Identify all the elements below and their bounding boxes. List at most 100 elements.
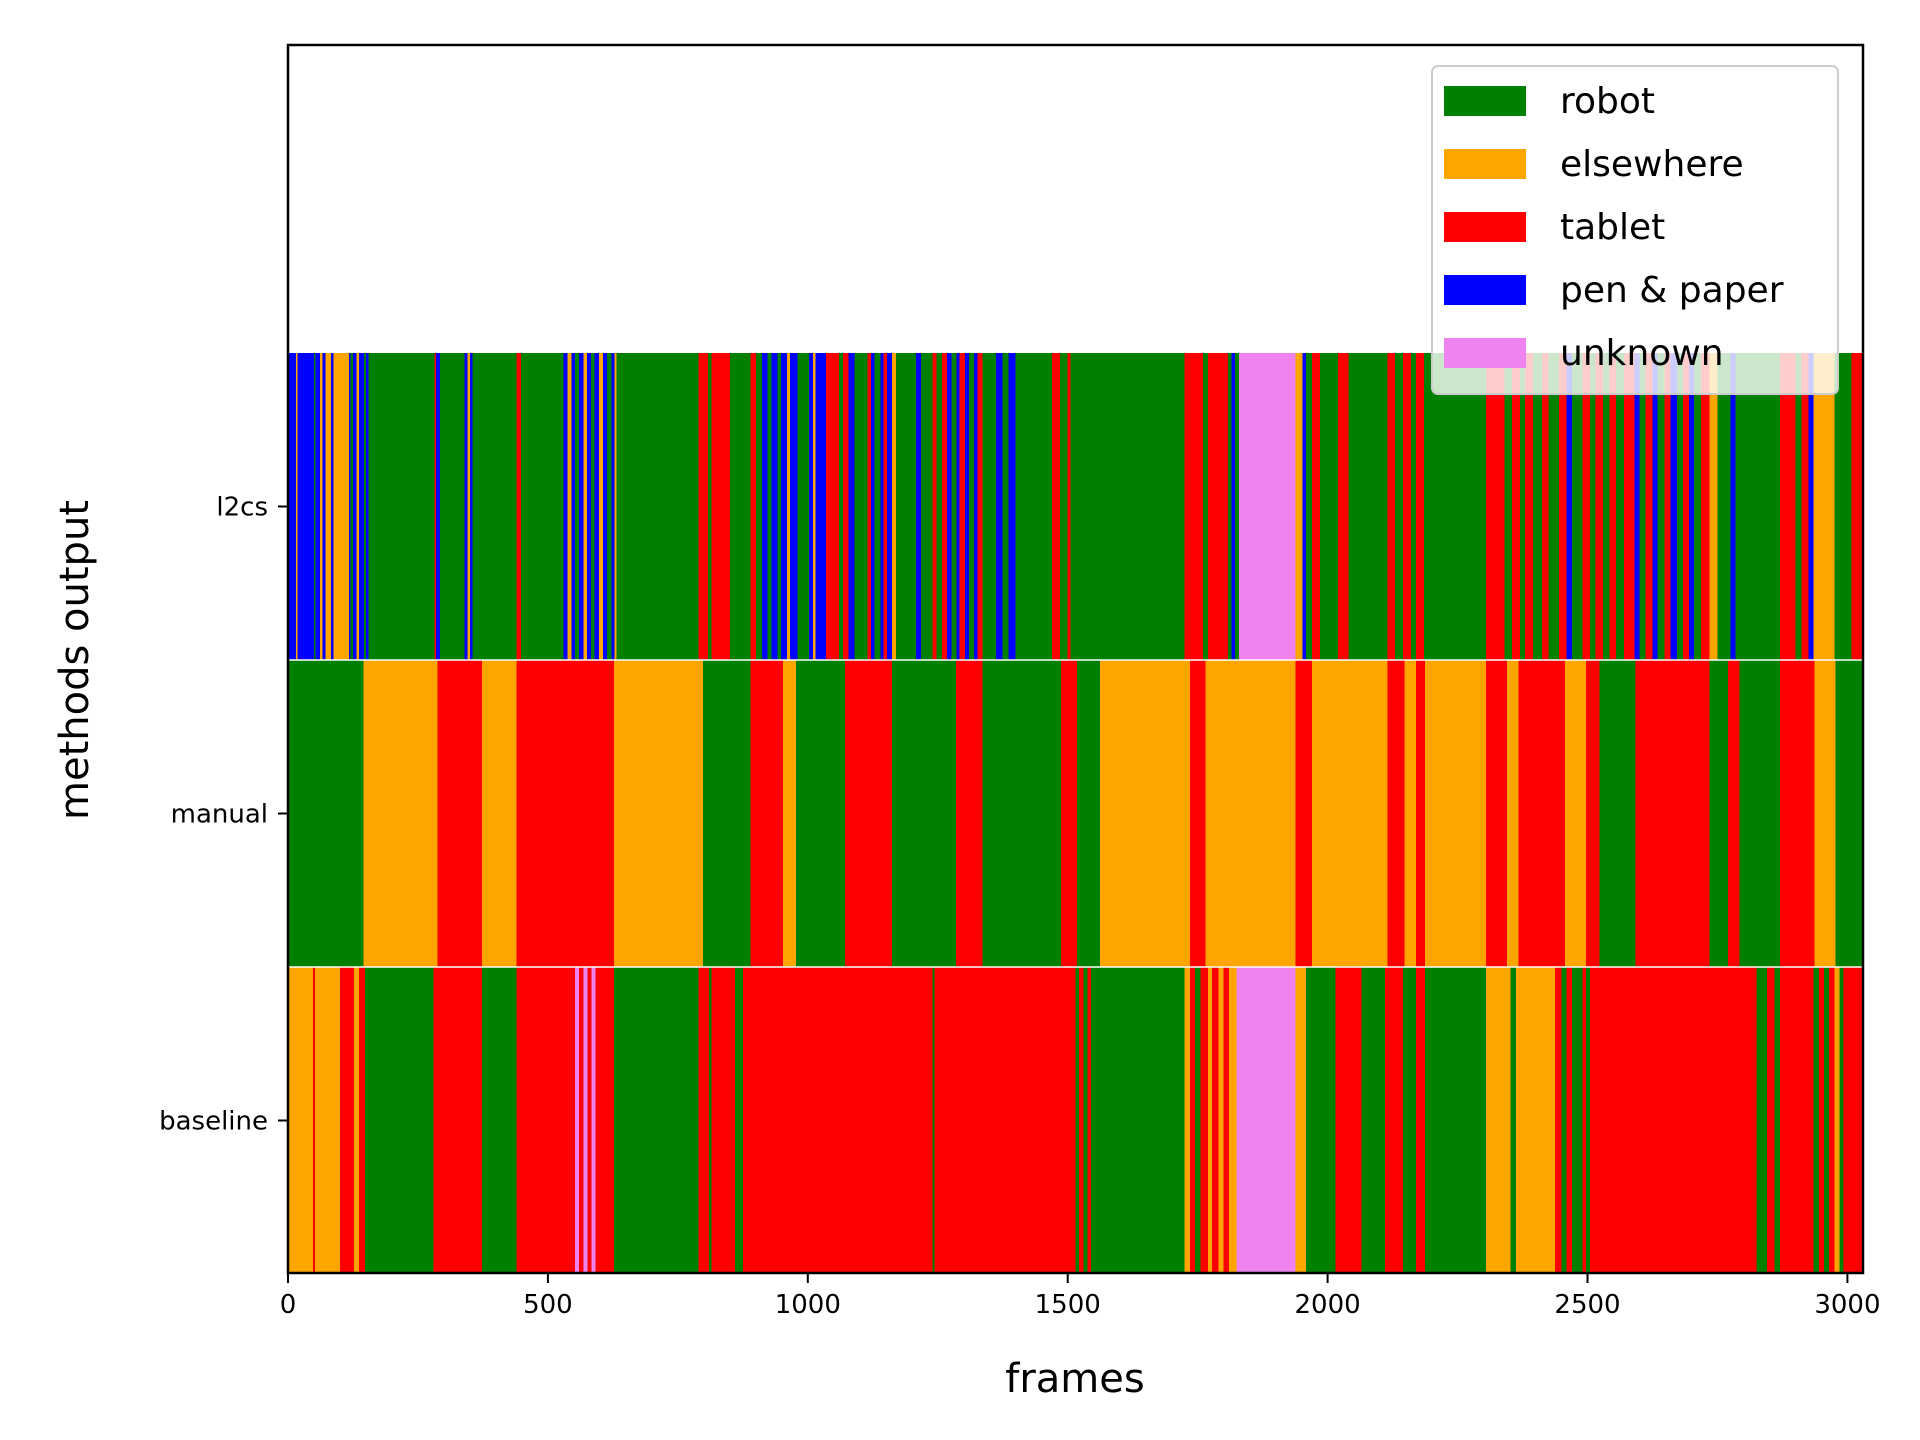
- segment-baseline-tablet: [1843, 967, 1863, 1274]
- plot-frame: [286, 43, 1865, 1275]
- segment-l2cs-pen_paper: [974, 353, 978, 660]
- segment-l2cs-robot: [607, 353, 612, 660]
- segment-baseline-robot: [1091, 967, 1185, 1274]
- segment-l2cs-robot: [797, 353, 809, 660]
- segment-l2cs-robot: [1834, 353, 1852, 660]
- segment-l2cs-pen_paper: [1566, 353, 1572, 660]
- segment-baseline-elsewhere: [1228, 967, 1237, 1274]
- x-tick-label: 500: [523, 1290, 573, 1320]
- segment-baseline-elsewhere: [1486, 967, 1511, 1274]
- segment-l2cs-tablet: [1700, 353, 1710, 660]
- segment-l2cs-robot: [368, 353, 435, 660]
- segment-l2cs-robot: [1590, 353, 1596, 660]
- y-tick-label-baseline: baseline: [159, 1107, 268, 1137]
- x-axis-label: frames: [1005, 1356, 1144, 1402]
- segment-l2cs-pen_paper: [1808, 353, 1814, 660]
- segment-l2cs-pen_paper: [594, 353, 599, 660]
- segment-baseline-robot: [1195, 967, 1201, 1274]
- segment-l2cs-elsewhere: [614, 353, 617, 660]
- y-axis-label: methods output: [52, 500, 98, 820]
- y-tick-label-l2cs: l2cs: [216, 493, 268, 523]
- segment-l2cs-tablet: [1801, 353, 1809, 660]
- segment-l2cs-pen_paper: [469, 353, 473, 660]
- segment-l2cs-pen_paper: [880, 353, 884, 660]
- legend-label-unknown: unknown: [1560, 333, 1724, 374]
- segment-l2cs-robot: [1603, 353, 1610, 660]
- segment-baseline-unknown: [1236, 967, 1242, 1274]
- segment-baseline-tablet: [1829, 967, 1835, 1274]
- segment-baseline-tablet: [359, 967, 365, 1274]
- segment-l2cs-robot: [755, 353, 763, 660]
- segment-l2cs-tablet: [1623, 353, 1635, 660]
- segment-baseline-tablet: [312, 967, 316, 1274]
- legend-label-pen_paper: pen & paper: [1560, 270, 1784, 311]
- segment-manual-tablet: [955, 660, 983, 967]
- segment-manual-elsewhere: [1424, 660, 1487, 967]
- legend-swatch-unknown: [1444, 338, 1526, 368]
- segment-l2cs-tablet: [1387, 353, 1396, 660]
- segment-l2cs-elsewhere: [333, 353, 349, 660]
- segment-baseline-elsewhere: [1295, 967, 1306, 1274]
- segment-l2cs-robot: [838, 353, 844, 660]
- segment-manual-elsewhere: [363, 660, 438, 967]
- segment-baseline-robot: [364, 967, 434, 1274]
- segment-manual-elsewhere: [1565, 660, 1586, 967]
- segment-l2cs-elsewhere: [813, 353, 816, 660]
- segment-l2cs-tablet: [434, 353, 437, 660]
- segment-baseline-elsewhere: [1208, 967, 1213, 1274]
- segment-manual-tablet: [1387, 660, 1405, 967]
- segment-l2cs-tablet: [959, 353, 965, 660]
- segment-l2cs-tablet: [711, 353, 730, 660]
- segment-l2cs-tablet: [1541, 353, 1549, 660]
- segment-l2cs-tablet: [1645, 353, 1653, 660]
- segment-l2cs-tablet: [1595, 353, 1604, 660]
- segment-manual-elsewhere: [1506, 660, 1519, 967]
- segment-baseline-unknown: [1241, 967, 1296, 1274]
- segment-l2cs-robot: [729, 353, 751, 660]
- segment-l2cs-tablet: [1851, 353, 1863, 660]
- segment-baseline-robot: [1083, 967, 1088, 1274]
- segment-l2cs-robot: [439, 353, 465, 660]
- segment-baseline-tablet: [1566, 967, 1572, 1274]
- segment-baseline-tablet: [1087, 967, 1092, 1274]
- segment-manual-robot: [892, 660, 956, 967]
- segment-manual-tablet: [1295, 660, 1313, 967]
- segment-l2cs-robot: [1395, 353, 1403, 660]
- segment-l2cs-tablet: [1415, 353, 1424, 660]
- segment-baseline-robot: [1424, 967, 1487, 1274]
- segment-manual-tablet: [845, 660, 893, 967]
- segment-baseline-robot: [709, 967, 712, 1274]
- segment-baseline-robot: [481, 967, 517, 1274]
- segment-manual-elsewhere: [782, 660, 796, 967]
- segment-manual-tablet: [1727, 660, 1740, 967]
- segment-l2cs-pen_paper: [1231, 353, 1236, 660]
- segment-manual-tablet: [1635, 660, 1710, 967]
- legend: robot elsewhere tablet pen & paper unknown: [1431, 65, 1839, 395]
- timeline-bands: [288, 353, 1863, 1274]
- legend-swatch-pen_paper: [1444, 275, 1526, 305]
- segment-l2cs-pen_paper: [848, 353, 855, 660]
- segment-l2cs-pen_paper: [322, 353, 326, 660]
- legend-swatch-robot: [1444, 86, 1526, 116]
- legend-swatch-tablet: [1444, 212, 1526, 242]
- segment-l2cs-tablet: [516, 353, 521, 660]
- x-axis-ticks: 0 500 1000 1500 2000 2500 3000: [280, 1273, 1880, 1320]
- segment-l2cs-pen_paper: [297, 353, 314, 660]
- segment-l2cs-robot: [574, 353, 580, 660]
- segment-l2cs-pen_paper: [1302, 353, 1306, 660]
- segment-l2cs-robot: [874, 353, 881, 660]
- segment-l2cs-pen_paper: [964, 353, 969, 660]
- segment-l2cs-robot: [767, 353, 772, 660]
- segment-l2cs-elsewhere: [295, 353, 298, 660]
- segment-manual-elsewhere: [1099, 660, 1190, 967]
- segment-l2cs-elsewhere: [320, 353, 323, 660]
- segment-l2cs-tablet: [1779, 353, 1796, 660]
- segment-l2cs-elsewhere: [1709, 353, 1718, 660]
- segment-l2cs-pen_paper: [956, 353, 960, 660]
- segment-l2cs-tablet: [1525, 353, 1533, 660]
- segment-manual-robot: [1077, 660, 1100, 967]
- segment-l2cs-pen_paper: [352, 353, 357, 660]
- segment-baseline-tablet: [1590, 967, 1757, 1274]
- segment-manual-tablet: [1060, 660, 1078, 967]
- segment-baseline-robot: [1561, 967, 1567, 1274]
